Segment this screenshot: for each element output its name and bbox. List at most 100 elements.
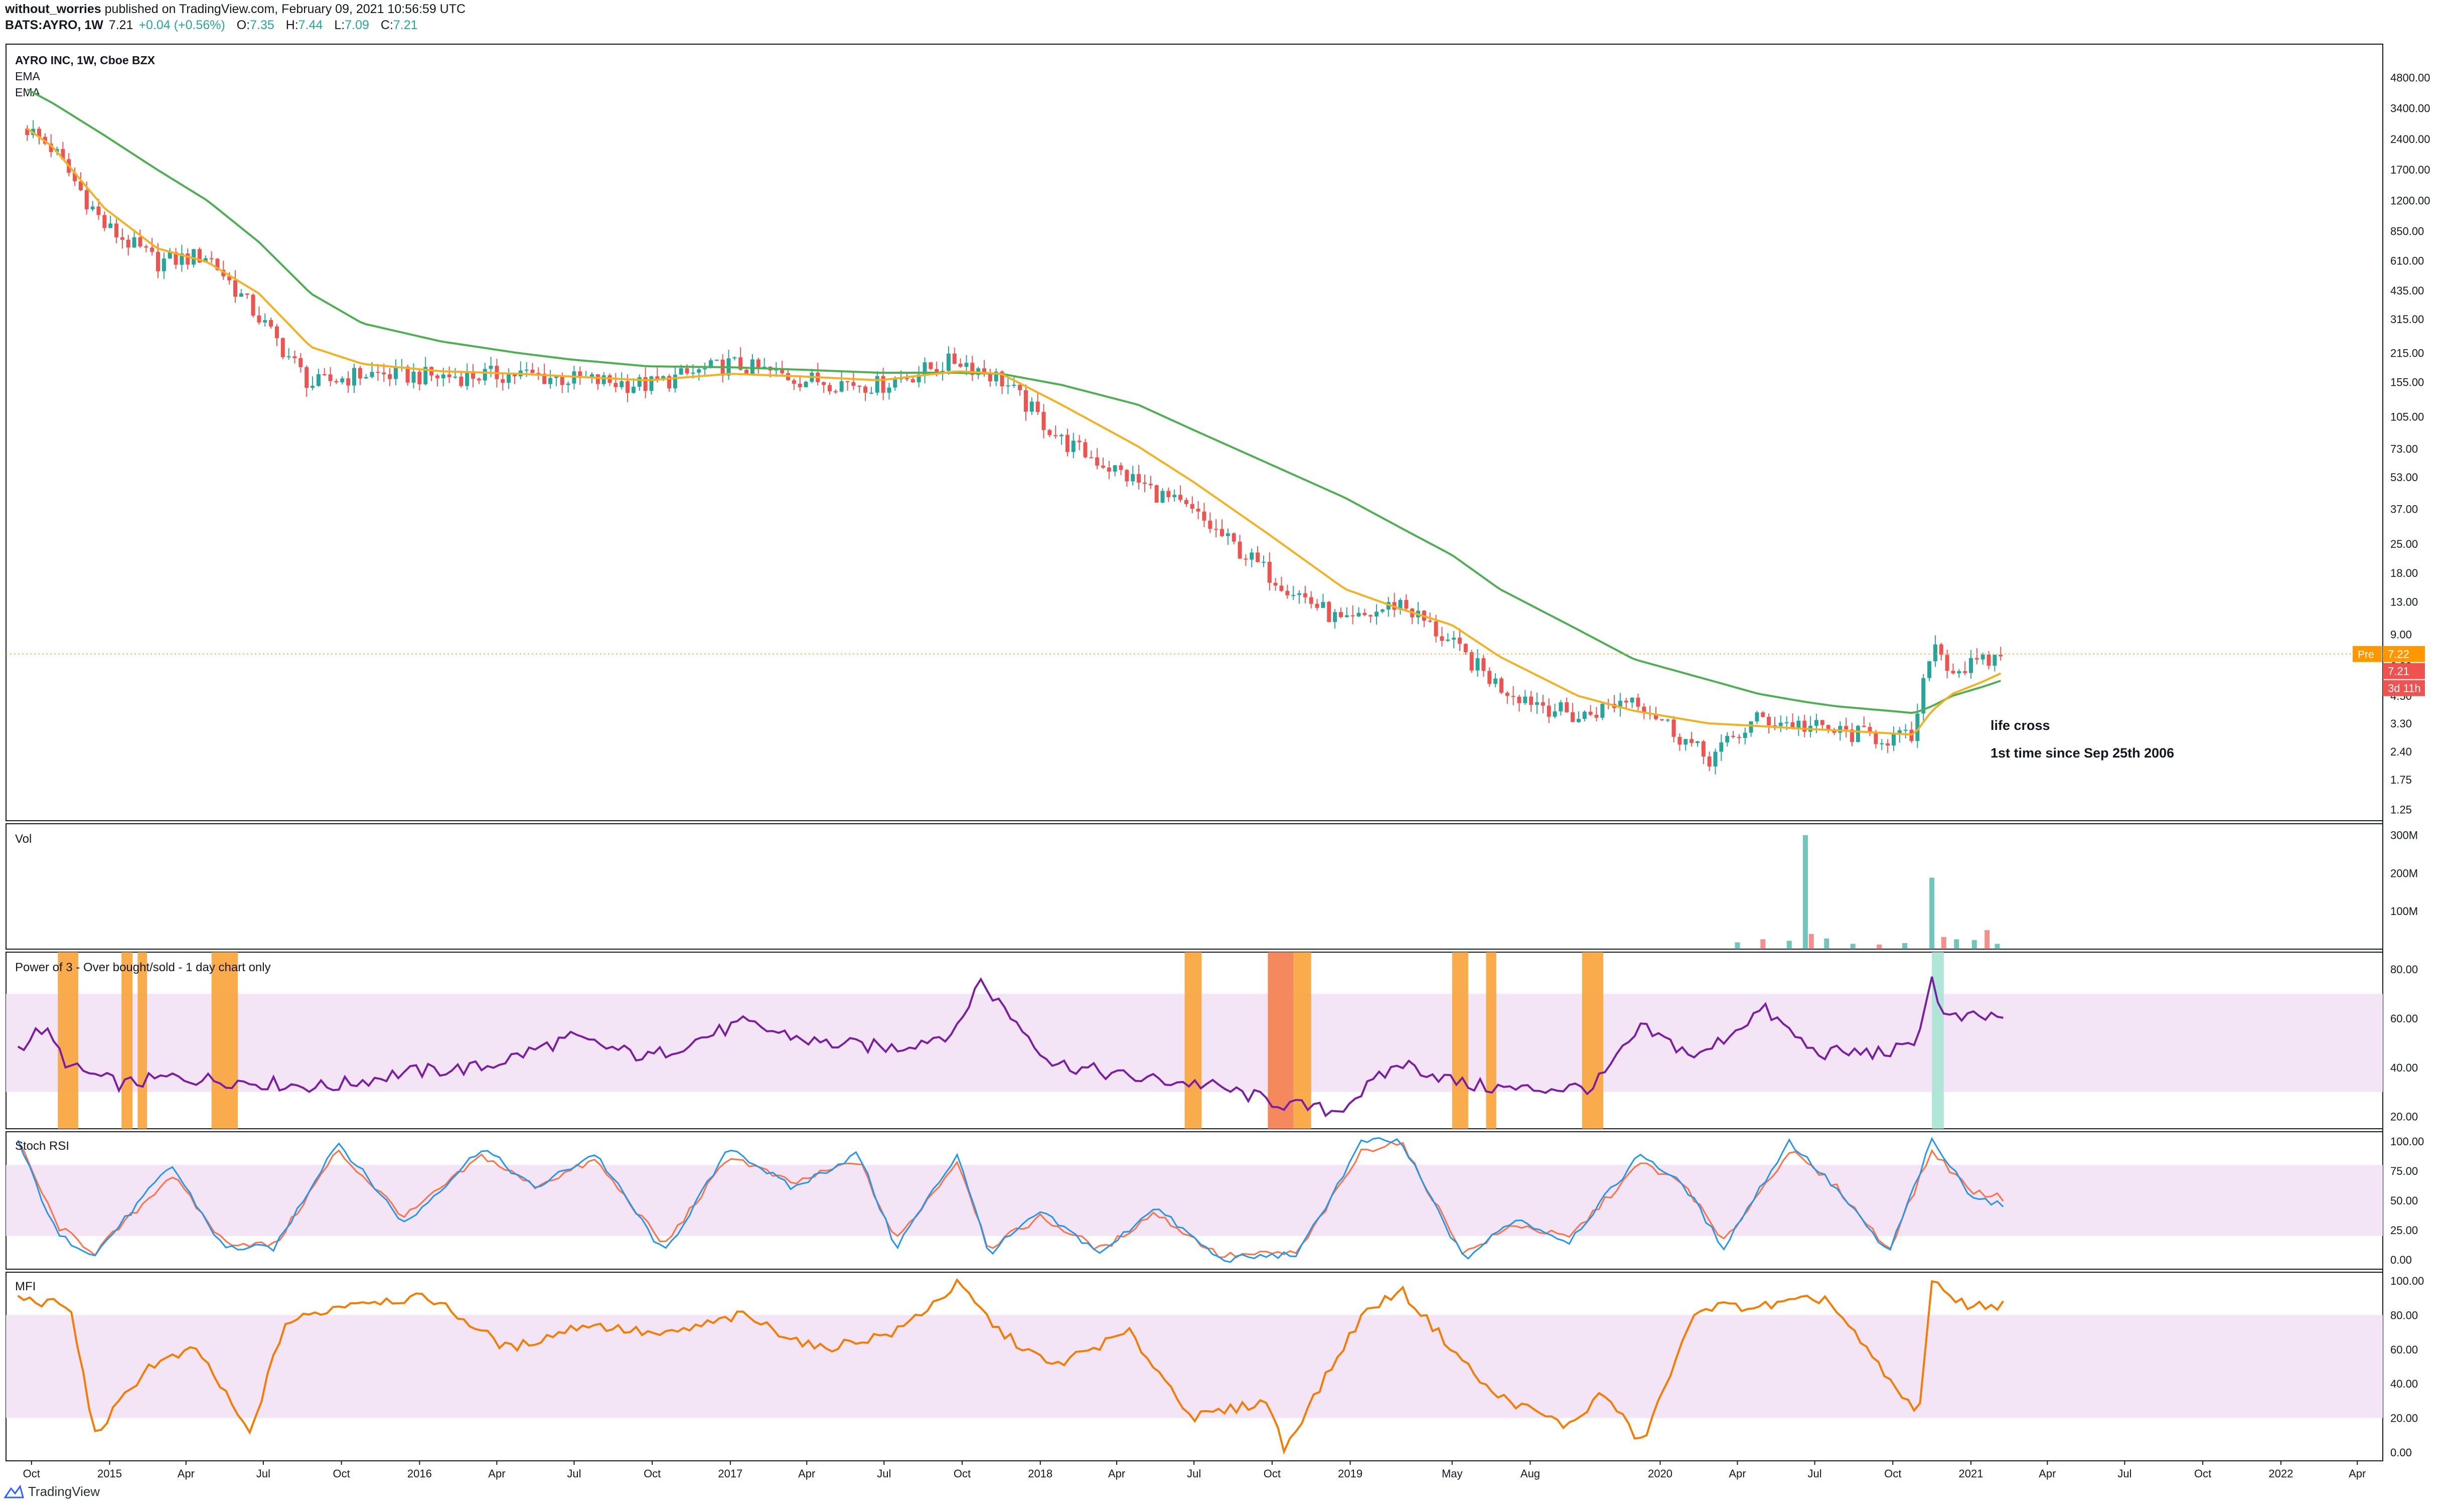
candle-body — [1267, 561, 1272, 583]
candle-body — [114, 223, 119, 238]
author-name[interactable]: without_worries — [5, 2, 101, 16]
candle-body — [358, 368, 362, 379]
volume-bar — [1929, 877, 1935, 949]
candle-body — [471, 371, 476, 379]
candle-body — [1404, 599, 1409, 609]
candle-body — [1945, 655, 1949, 671]
orange-signal-bar-3 — [211, 952, 238, 1129]
candle-body — [1993, 655, 1997, 666]
candle-body — [376, 372, 380, 373]
candle-body — [1113, 465, 1117, 472]
candle-body — [1356, 613, 1361, 617]
candle-body — [269, 320, 273, 327]
time-axis-tick-label: Apr — [1729, 1467, 1746, 1480]
price-axis-tick-label: 73.00 — [2390, 443, 2418, 456]
candle-body — [869, 392, 873, 394]
candle-body — [304, 367, 309, 388]
candle-body — [1190, 504, 1194, 509]
volume-bar — [1802, 835, 1808, 949]
candle-body — [162, 258, 166, 271]
candle-body — [643, 377, 648, 391]
orange-signal-bar-2 — [137, 952, 147, 1129]
candle-body — [150, 247, 155, 252]
candle-body — [923, 362, 927, 375]
candle-body — [168, 252, 172, 259]
time-axis-tick-label: Oct — [2194, 1467, 2211, 1480]
candle-body — [1636, 697, 1640, 707]
tradingview-logo-icon — [4, 1484, 24, 1498]
candle-body — [1541, 702, 1545, 706]
candle-body — [382, 372, 386, 375]
pre-value-tag-bg — [2383, 646, 2425, 662]
candle-body — [180, 253, 184, 265]
price-axis-tick-label: 3400.00 — [2390, 102, 2430, 115]
pre-tag-bg — [2353, 646, 2382, 662]
mfi-axis-tick-label: 20.00 — [2390, 1412, 2418, 1425]
candle-body — [364, 377, 368, 379]
candle-body — [483, 369, 487, 381]
candle-body — [910, 379, 915, 383]
candle-body — [1481, 658, 1486, 671]
price-axis-tick-label: 1.75 — [2390, 774, 2412, 786]
candle-body — [316, 374, 321, 386]
candle-body — [1238, 541, 1242, 559]
candle-body — [655, 376, 660, 380]
candle-body — [186, 253, 190, 265]
time-axis-tick-label: 2015 — [97, 1467, 122, 1480]
annotation-life-cross: life cross — [1991, 718, 2050, 733]
candle-body — [941, 371, 945, 372]
candle-body — [1018, 385, 1022, 390]
volume-pane-title: Vol — [15, 832, 32, 846]
time-axis-tick-label: Apr — [1108, 1467, 1125, 1480]
price-axis-tick-label: 2400.00 — [2390, 133, 2430, 145]
candle-body — [1321, 601, 1325, 608]
candle-body — [732, 357, 737, 359]
candle-body — [417, 371, 422, 385]
candle-body — [263, 320, 267, 323]
tradingview-logo[interactable]: TradingView — [4, 1484, 100, 1499]
candle-body — [589, 374, 594, 377]
candle-body — [251, 294, 255, 316]
candle-body — [1125, 470, 1129, 482]
candle-body — [620, 381, 624, 387]
mfi-band — [6, 1315, 2383, 1418]
price-axis-tick-label: 155.00 — [2390, 376, 2424, 388]
candle-body — [1850, 729, 1855, 742]
time-axis-tick-label: Jul — [256, 1467, 270, 1480]
candle-body — [667, 376, 672, 389]
candle-body — [1297, 593, 1302, 595]
candle-body — [1665, 719, 1670, 721]
pre-tag-label: Pre — [2358, 649, 2374, 661]
annotation-first-time: 1st time since Sep 25th 2006 — [1991, 745, 2174, 761]
candle-body — [1226, 533, 1230, 536]
volume-bar — [1850, 944, 1856, 949]
candle-body — [322, 374, 327, 376]
candle-body — [411, 371, 416, 383]
price-axis-tick-label: 105.00 — [2390, 410, 2424, 423]
candle-body — [1707, 757, 1712, 767]
candle-body — [1790, 722, 1795, 729]
candle-body — [631, 386, 636, 393]
time-axis-tick-label: Apr — [2349, 1467, 2366, 1480]
candle-body — [334, 381, 339, 383]
volume-axis-tick-label: 200M — [2390, 867, 2418, 879]
time-axis-tick-label: Apr — [798, 1467, 815, 1480]
mfi-line — [17, 1278, 2004, 1455]
candle-body — [1980, 654, 1985, 660]
candle-body — [845, 381, 850, 382]
candle-body — [1529, 696, 1534, 705]
pre-value-tag: 7.22 — [2388, 648, 2409, 661]
candle-body — [37, 128, 42, 137]
close-label: C: — [380, 18, 393, 32]
time-axis-tick-label: 2017 — [718, 1467, 742, 1480]
candle-body — [1457, 638, 1462, 644]
candle-body — [1398, 599, 1403, 610]
time-axis-tick-label: 2020 — [1648, 1467, 1672, 1480]
candle-body — [405, 366, 410, 383]
candle-body — [1137, 474, 1141, 483]
volume-bar — [1735, 942, 1740, 949]
candle-body — [1202, 511, 1206, 521]
candle-body — [1184, 500, 1188, 504]
candle-body — [1767, 716, 1771, 725]
